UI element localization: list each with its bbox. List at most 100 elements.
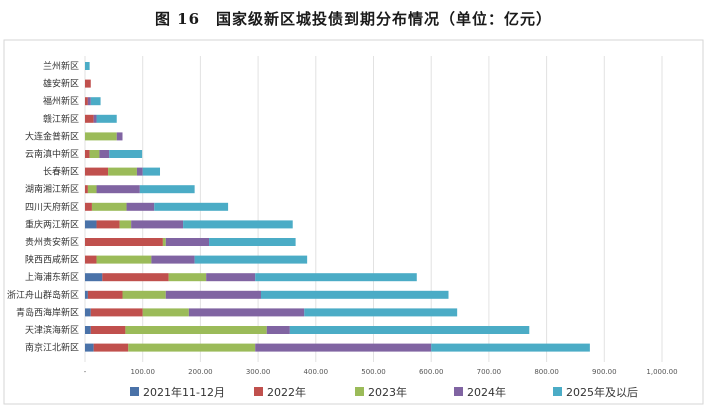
- bar-segment: [154, 202, 229, 211]
- bar-segment: [85, 326, 91, 334]
- bar-segment: [96, 114, 117, 123]
- bar-segment: [126, 202, 155, 211]
- bar-segment: [96, 220, 120, 229]
- category-label: 长春新区: [43, 166, 79, 178]
- category-labels: 兰州新区雄安新区福州新区赣江新区大连金普新区云南滇中新区长春新区湖南湘江新区四川…: [7, 60, 79, 354]
- bar-segment: [85, 185, 88, 194]
- bar-segment: [165, 290, 261, 299]
- x-tick-label: -: [84, 368, 87, 376]
- bar-segment: [168, 273, 207, 282]
- bar-segment: [165, 238, 210, 246]
- legend: 2021年11-12月 2022年 2023年 2024年 2025年及以后: [130, 385, 638, 399]
- category-label: 重庆两江新区: [25, 218, 79, 230]
- bar-segment: [85, 79, 91, 88]
- bar-segment: [90, 326, 126, 334]
- bar-segment: [85, 62, 90, 70]
- bar-segment: [139, 185, 195, 194]
- bars: [85, 62, 590, 352]
- legend-swatch: [130, 387, 139, 396]
- bar-segment: [136, 167, 143, 176]
- category-label: 天津滨海新区: [25, 324, 79, 336]
- bar-segment: [85, 273, 103, 282]
- bar-segment: [90, 97, 101, 106]
- bar-segment: [89, 150, 100, 158]
- category-label: 兰州新区: [43, 60, 79, 72]
- bar-segment: [255, 273, 417, 282]
- x-tick-label: 200.00: [188, 368, 213, 376]
- legend-swatch: [553, 387, 562, 396]
- bar-segment: [194, 255, 308, 264]
- legend-label: 2023年: [368, 385, 407, 399]
- chart-title: 图 16 国家级新区城投债到期分布情况（单位：亿元）: [154, 10, 553, 28]
- bar-segment: [108, 167, 137, 176]
- bar-segment: [289, 326, 530, 334]
- legend-label: 2025年及以后: [566, 385, 638, 399]
- category-label: 湖南湘江新区: [25, 183, 79, 195]
- category-label: 贵州贵安新区: [25, 236, 79, 248]
- x-tick-label: 1,000.00: [646, 368, 677, 376]
- bar-segment: [93, 343, 129, 352]
- x-tick-label: 700.00: [477, 368, 502, 376]
- category-label: 大连金普新区: [25, 130, 79, 142]
- category-label: 四川天府新区: [25, 201, 79, 213]
- bar-segment: [90, 308, 143, 317]
- bar-segment: [85, 255, 97, 264]
- bar-segment: [85, 150, 90, 158]
- category-label: 浙江舟山群岛新区: [7, 289, 79, 301]
- bar-segment: [109, 150, 143, 158]
- bar-segment: [85, 290, 88, 299]
- legend-swatch: [454, 387, 463, 396]
- category-label: 南京江北新区: [25, 342, 79, 354]
- category-label: 陕西西咸新区: [25, 254, 79, 266]
- bar-segment: [85, 167, 109, 176]
- bar-segment: [206, 273, 256, 282]
- bar-segment: [142, 308, 189, 317]
- category-label: 赣江新区: [43, 113, 79, 125]
- bar-segment: [183, 220, 293, 229]
- bar-segment: [188, 308, 305, 317]
- bar-segment: [431, 343, 590, 352]
- x-tick-label: 600.00: [419, 368, 444, 376]
- category-label: 福州新区: [43, 95, 79, 107]
- x-tick-label: 300.00: [246, 368, 271, 376]
- bar-segment: [85, 238, 163, 246]
- bar-segment: [85, 132, 117, 141]
- bar-segment: [116, 132, 123, 141]
- bar-segment: [209, 238, 296, 246]
- x-tick-labels: - 100.00 200.00 300.00 400.00 500.00 600.00 700…: [84, 368, 678, 376]
- bar-segment: [151, 255, 195, 264]
- legend-label: 2024年: [467, 385, 506, 399]
- bar-segment: [96, 185, 140, 194]
- bar-segment: [122, 290, 166, 299]
- x-tick-label: 500.00: [361, 368, 386, 376]
- bar-segment: [87, 97, 91, 106]
- bar-segment: [142, 167, 161, 176]
- bar-segment: [93, 114, 97, 123]
- bar-segment: [162, 238, 166, 246]
- bar-segment: [119, 220, 132, 229]
- bar-segment: [87, 290, 123, 299]
- bar-segment: [255, 343, 432, 352]
- bar-segment: [85, 202, 92, 211]
- bar-segment: [85, 343, 94, 352]
- bar-segment: [125, 326, 267, 334]
- legend-swatch: [254, 387, 263, 396]
- bar-segment: [87, 185, 97, 194]
- legend-label: 2022年: [267, 385, 306, 399]
- category-label: 青岛西海岸新区: [16, 306, 79, 318]
- x-tick-label: 900.00: [592, 368, 617, 376]
- bar-segment: [85, 308, 91, 317]
- bar-segment: [85, 97, 88, 106]
- category-label: 云南滇中新区: [25, 148, 79, 160]
- bar-segment: [102, 273, 169, 282]
- x-tick-label: 100.00: [130, 368, 155, 376]
- bar-segment: [96, 255, 152, 264]
- category-label: 雄安新区: [43, 78, 79, 90]
- bar-segment: [266, 326, 290, 334]
- bar-segment: [85, 114, 94, 123]
- bar-segment: [131, 220, 184, 229]
- category-label: 上海浦东新区: [25, 271, 79, 283]
- bar-segment: [260, 290, 449, 299]
- chart-frame: [3, 39, 704, 405]
